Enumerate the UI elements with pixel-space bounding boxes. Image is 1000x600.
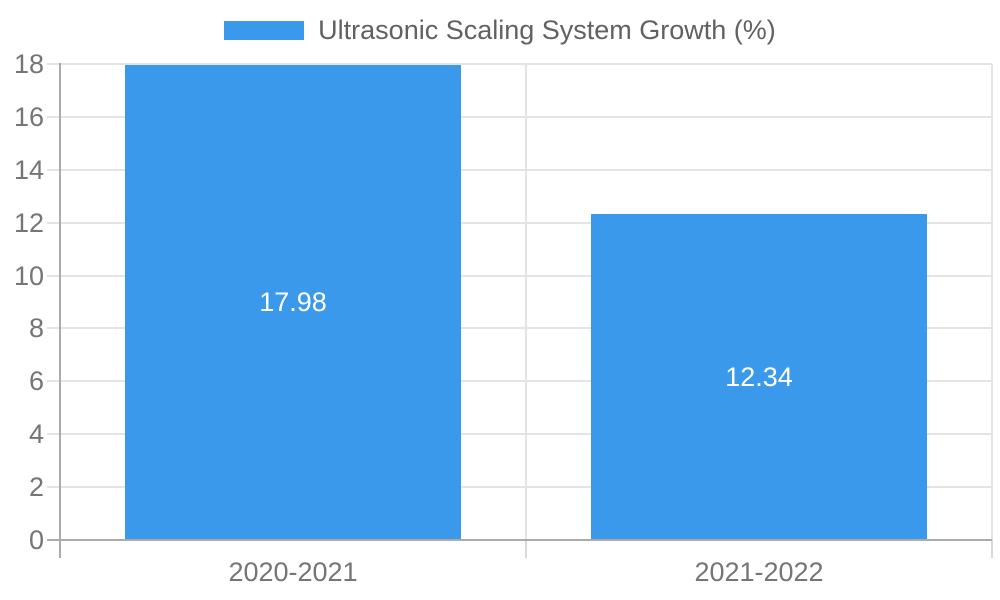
y-axis-tick-label: 2 [28,472,44,503]
bar-value-label: 17.98 [259,287,327,318]
gridline-horizontal [47,433,992,436]
y-axis-tick-label: 18 [13,49,44,79]
gridline-horizontal [47,274,992,277]
y-axis-tick-label: 6 [28,366,44,397]
y-axis-tick-label: 16 [13,101,44,132]
x-axis-tick-label: 2021-2022 [694,557,824,587]
bar[interactable] [125,64,461,540]
gridline-horizontal [47,486,992,489]
y-axis-tick-label: 0 [28,525,44,555]
gridline-horizontal [47,221,992,224]
y-axis-tick-label: 12 [13,207,44,238]
x-axis-tick-label: 2020-2021 [228,557,358,587]
gridline-horizontal [47,327,992,330]
gridline-horizontal [47,380,992,383]
bar[interactable] [591,213,927,540]
gridline-horizontal [47,115,992,118]
axis-tick [991,540,993,558]
y-axis-line [59,63,61,558]
legend-swatch [224,20,305,40]
y-axis-tick-label: 14 [13,154,44,185]
gridline-horizontal [47,63,992,65]
gridline-vertical [991,64,993,540]
axis-tick [525,540,527,558]
gridline-horizontal [47,168,992,171]
y-axis-tick-label: 4 [28,419,44,450]
y-axis-tick-label: 8 [28,313,44,344]
legend-label: Ultrasonic Scaling System Growth (%) [318,14,776,45]
bar-value-label: 12.34 [725,361,793,392]
chart-legend[interactable]: Ultrasonic Scaling System Growth (%) [0,12,1000,48]
y-axis-tick-label: 10 [13,260,44,291]
gridline-vertical [525,64,527,540]
x-axis-line [47,539,992,541]
